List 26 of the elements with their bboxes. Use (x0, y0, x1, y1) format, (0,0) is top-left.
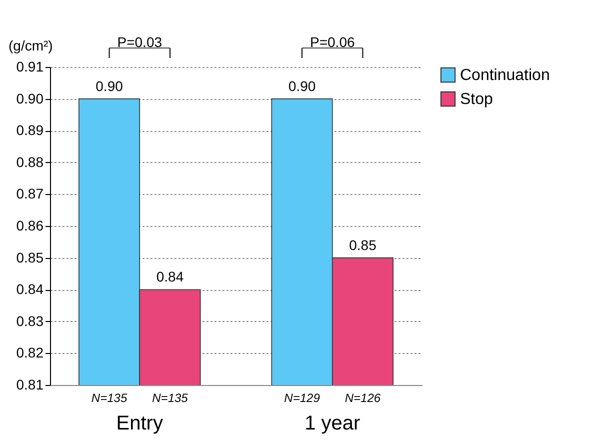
y-tick-label: 0.87 (16, 186, 44, 202)
y-tick-label: 0.90 (16, 90, 44, 106)
data-label: 0.90 (96, 78, 124, 94)
x-tick-label: 1 year (304, 412, 360, 434)
y-axis-title: (g/cm²) (8, 38, 53, 54)
y-tick-label: 0.81 (16, 376, 44, 392)
data-label: 0.90 (288, 78, 316, 94)
legend-label: Stop (460, 91, 494, 108)
y-tick-label: 0.85 (16, 249, 44, 266)
legend-label: Continuation (460, 67, 550, 84)
text: N=126 (344, 391, 381, 405)
data-label: 0.85 (349, 236, 377, 253)
text: P=0.06 (310, 34, 355, 50)
text: N=135 (91, 391, 128, 405)
y-tick-label: 0.89 (16, 122, 44, 138)
text: N=129 (284, 391, 320, 405)
text: P=0.03 (117, 34, 162, 50)
y-tick-label: 0.83 (16, 312, 44, 329)
data-label: 0.84 (156, 268, 184, 285)
y-tick-label: 0.86 (16, 218, 44, 234)
y-tick-label: 0.88 (16, 154, 44, 170)
y-tick-label: 0.84 (16, 281, 44, 298)
y-tick-label: 0.91 (16, 58, 44, 74)
y-tick-label: 0.82 (16, 344, 44, 361)
x-tick-label: Entry (116, 412, 163, 434)
text: N=135 (152, 391, 188, 405)
